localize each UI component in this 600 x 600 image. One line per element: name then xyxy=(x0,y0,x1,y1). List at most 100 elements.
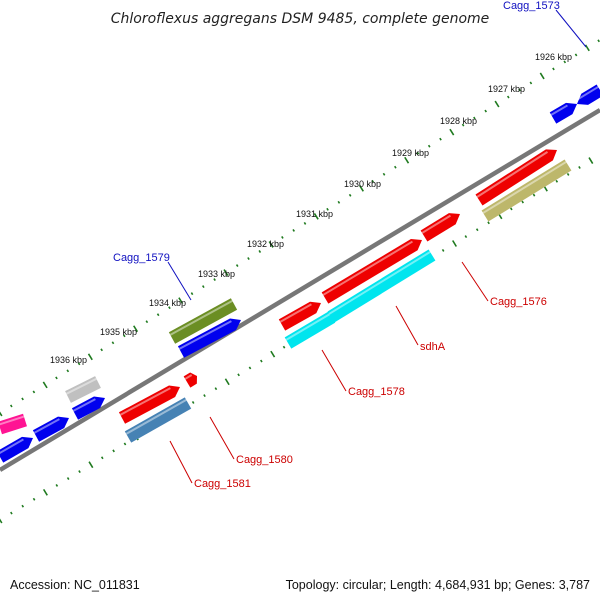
label-leader-line xyxy=(167,261,192,301)
tick-mark xyxy=(0,411,3,417)
tick-mark xyxy=(270,350,276,358)
tick-mark xyxy=(258,250,262,253)
label-leader-line xyxy=(209,416,235,460)
gene-label: Cagg_1576 xyxy=(490,296,547,308)
tick-mark xyxy=(55,483,59,487)
outer-gene-5 xyxy=(65,376,101,403)
label-leader-line xyxy=(169,440,193,484)
scale-label: 1932 kbp xyxy=(247,239,284,249)
inner2-gene-1-shape xyxy=(481,159,572,222)
tick-mark xyxy=(77,362,81,366)
inner-gene-1-shape xyxy=(278,301,321,331)
inner-gene-1 xyxy=(278,301,321,331)
tick-mark xyxy=(9,404,13,408)
scale-label: 1931 kbp xyxy=(296,209,333,219)
scale-label: 1929 kbp xyxy=(392,148,429,158)
inner-gene-cagg-1578-shape xyxy=(420,213,460,242)
scale-label: 1934 kbp xyxy=(149,298,186,308)
tick-mark xyxy=(529,81,533,85)
topology-summary: Topology: circular; Length: 4,684,931 bp… xyxy=(285,578,590,592)
tick-mark xyxy=(563,60,567,64)
outer-gene-cagg-1579-highlight xyxy=(169,299,233,336)
tick-mark xyxy=(510,207,513,211)
tick-mark xyxy=(168,306,171,310)
inner2-gene-cagg-1581 xyxy=(124,397,192,443)
outer-gene-8 xyxy=(0,413,27,435)
tick-mark xyxy=(21,397,24,401)
outer-gene-8-highlight xyxy=(0,415,25,426)
outer-gene-2-highlight xyxy=(574,86,599,102)
gene-label: Cagg_1573 xyxy=(503,0,560,12)
tick-mark xyxy=(190,292,194,296)
outer-gene-9-shape xyxy=(0,436,33,463)
tick-mark xyxy=(521,200,524,204)
tick-mark xyxy=(100,348,103,352)
outer-gene-6 xyxy=(71,396,105,420)
scale-label: 1933 kbp xyxy=(198,269,235,279)
tick-mark xyxy=(578,166,581,169)
inner-gene-cagg-1576-highlight xyxy=(476,151,549,198)
inner-gene-cagg-1576 xyxy=(475,149,557,206)
tick-mark xyxy=(268,241,274,248)
outer-gene-1 xyxy=(549,102,577,124)
scale-label: 1936 kbp xyxy=(50,355,87,365)
scale-labels: 1926 kbp 1927 kbp 1928 kbp 1929 kbp 1930 kbp… xyxy=(50,52,572,365)
inner2-gene-cagg-1581-shape xyxy=(124,397,192,443)
tick-mark xyxy=(552,67,555,71)
tick-mark xyxy=(55,376,58,380)
tick-mark xyxy=(203,394,206,398)
tick-mark xyxy=(213,278,216,282)
tick-mark xyxy=(224,378,230,386)
tick-mark xyxy=(235,264,239,267)
tick-mark xyxy=(223,269,229,276)
inner2-gene-3-highlight xyxy=(328,251,431,315)
accession-text: Accession: NC_011831 xyxy=(10,578,140,592)
label-leader-line xyxy=(321,349,347,392)
tick-mark xyxy=(506,95,510,99)
tick-mark xyxy=(394,165,397,169)
tick-mark xyxy=(473,116,476,120)
inner-gene-sdha-shape xyxy=(321,239,422,304)
tick-mark xyxy=(247,257,250,260)
outer-gene-7-highlight xyxy=(33,418,60,434)
tick-mark xyxy=(21,504,25,508)
tick-mark xyxy=(111,341,115,345)
tick-mark xyxy=(326,207,329,211)
outer-gene-7 xyxy=(32,416,69,442)
tick-mark xyxy=(555,179,559,183)
inner-gene-sdha-highlight xyxy=(322,240,413,296)
tick-mark xyxy=(452,240,458,247)
scale-label: 1926 kbp xyxy=(535,52,572,62)
tick-mark xyxy=(32,497,36,501)
tick-mark xyxy=(597,39,600,43)
inner-gene-sdha xyxy=(321,239,422,304)
gene-features xyxy=(0,84,600,463)
genome-backbone xyxy=(0,108,600,472)
tick-mark xyxy=(248,366,252,370)
tick-mark xyxy=(0,518,3,524)
tick-mark xyxy=(574,53,578,57)
tick-mark xyxy=(191,401,195,404)
gene-label: Cagg_1581 xyxy=(194,478,251,490)
tick-mark xyxy=(348,193,352,197)
tick-mark xyxy=(475,228,479,232)
tick-mark xyxy=(281,236,284,239)
inner2-gene-1 xyxy=(481,159,572,222)
inner-gene-cagg-1580-highlight xyxy=(119,387,171,416)
tick-mark xyxy=(487,221,490,225)
inner-gene-small xyxy=(183,372,197,388)
tick-mark xyxy=(214,387,218,391)
tick-mark xyxy=(441,248,445,252)
tick-mark xyxy=(461,123,465,127)
outer-gene-cagg-1579 xyxy=(168,298,238,344)
tick-mark xyxy=(156,313,160,317)
scale-label: 1935 kbp xyxy=(100,327,137,337)
tick-mark xyxy=(337,200,341,204)
inner2-gene-2-shape xyxy=(284,311,336,349)
tick-mark xyxy=(382,172,386,176)
outer-gene-cagg-1579-shape xyxy=(168,298,238,344)
outer-gene-5-highlight xyxy=(65,377,97,395)
tick-mark xyxy=(42,381,48,389)
tick-mark xyxy=(427,144,431,148)
